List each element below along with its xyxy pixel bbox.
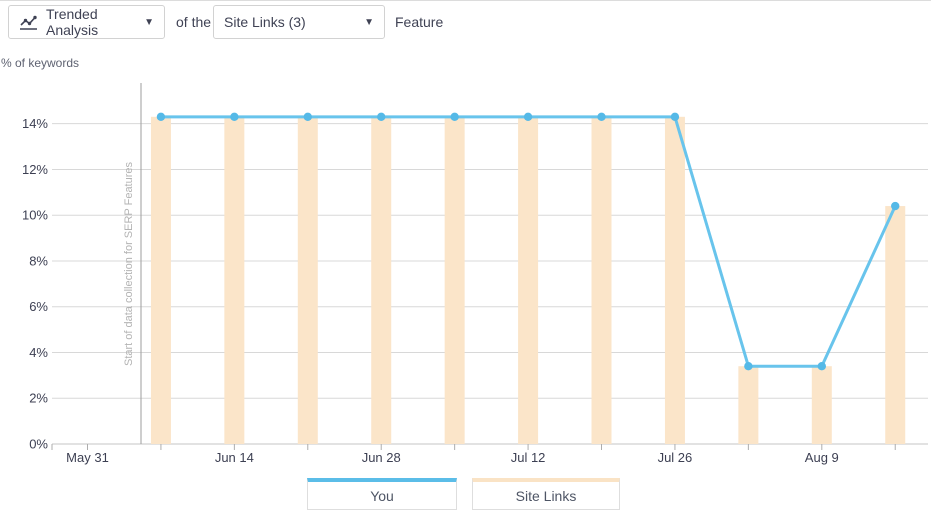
svg-text:Jun 14: Jun 14	[215, 450, 254, 465]
chevron-down-icon: ▼	[364, 16, 374, 28]
connector-text: of the	[176, 14, 212, 30]
svg-text:May 31: May 31	[66, 450, 109, 465]
svg-text:2%: 2%	[29, 391, 48, 406]
feature-suffix-text: Feature	[395, 14, 444, 30]
svg-text:Jun 28: Jun 28	[362, 450, 401, 465]
legend-item-you[interactable]: You	[307, 478, 457, 510]
analysis-dropdown-label: Trended Analysis	[46, 6, 99, 38]
trend-chart-icon	[20, 15, 37, 30]
svg-text:6%: 6%	[29, 299, 48, 314]
svg-text:10%: 10%	[22, 208, 48, 223]
legend-item-site-links[interactable]: Site Links	[472, 478, 620, 510]
legend-label: Site Links	[515, 487, 577, 504]
svg-text:Jul 26: Jul 26	[658, 450, 693, 465]
svg-text:4%: 4%	[29, 345, 48, 360]
svg-text:12%: 12%	[22, 162, 48, 177]
analysis-type-dropdown[interactable]: Trended Analysis ▼	[8, 5, 165, 39]
svg-text:Aug 9: Aug 9	[805, 450, 839, 465]
svg-text:0%: 0%	[29, 437, 48, 452]
svg-text:8%: 8%	[29, 253, 48, 268]
svg-text:Jul 12: Jul 12	[511, 450, 546, 465]
legend-label: You	[370, 487, 394, 504]
feature-dropdown[interactable]: Site Links (3) ▼	[213, 5, 385, 39]
chevron-down-icon: ▼	[144, 16, 154, 28]
y-axis-title: % of keywords	[1, 56, 80, 70]
svg-text:14%: 14%	[22, 116, 48, 131]
chart-legend: You Site Links	[307, 478, 620, 510]
svg-text:Start of data collection for S: Start of data collection for SERP Featur…	[123, 161, 135, 366]
feature-dropdown-label: Site Links (3)	[224, 14, 306, 30]
